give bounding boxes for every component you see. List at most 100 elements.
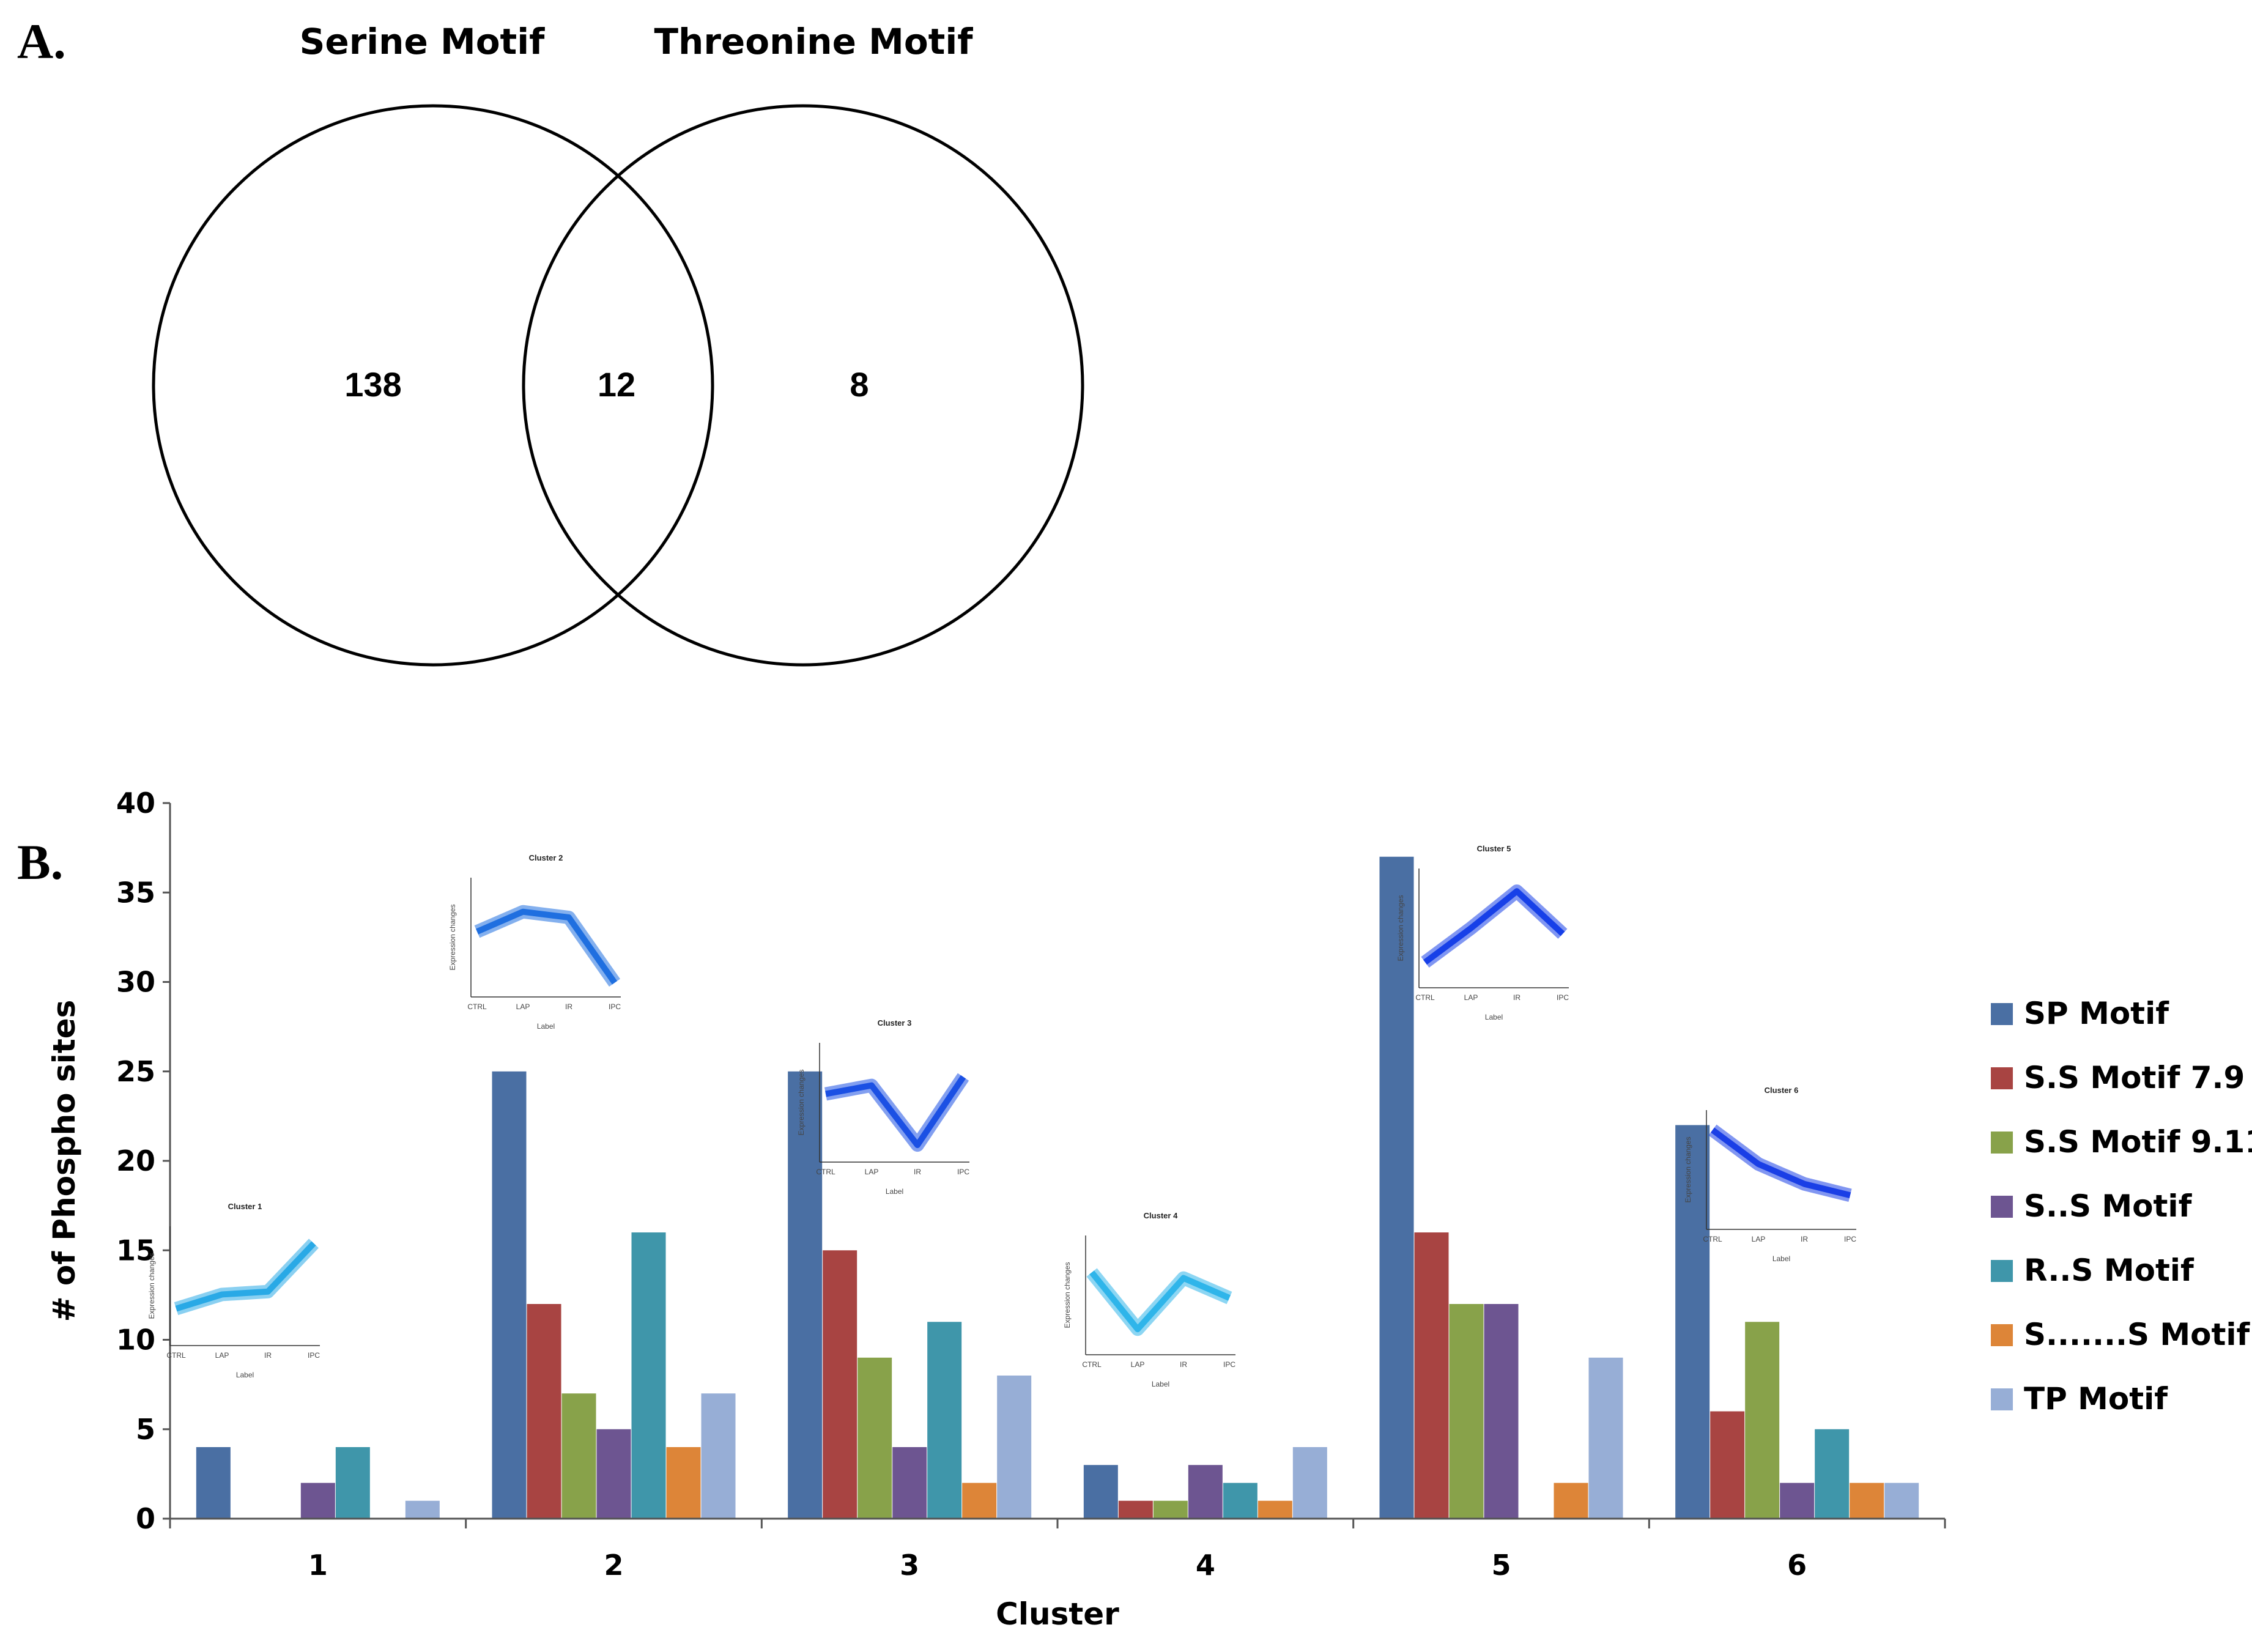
- x-tick-label: 3: [900, 1549, 919, 1582]
- venn-left-only-count: 138: [344, 365, 401, 404]
- legend-swatch: [1991, 1132, 2013, 1154]
- panel-a-label: A.: [17, 13, 66, 69]
- cluster-inset-3: Cluster 3 Expression changes CTRL LAP IR IPC L…: [797, 1018, 969, 1196]
- inset-x-tick: CTRL: [1082, 1360, 1102, 1369]
- legend-label: S.S Motif 7.9: [2024, 1060, 2245, 1095]
- x-tick-label: 1: [308, 1549, 328, 1582]
- legend-swatch: [1991, 1260, 2013, 1282]
- inset-y-label: Expression changes: [1396, 895, 1405, 961]
- y-axis-label: # of Phospho sites: [46, 1000, 82, 1322]
- bar-sp-motif-cluster-1: [196, 1447, 231, 1519]
- bar-r-s-motif-cluster-3: [927, 1322, 962, 1519]
- y-tick-label: 20: [116, 1144, 155, 1177]
- bar-s-s-motif-9-11-cluster-5: [1449, 1304, 1484, 1519]
- y-axis-ticks: 0 5 10 15 20 25 30 35 40: [116, 787, 170, 1535]
- legend: SP Motif S.S Motif 7.9 S.S Motif 9.11 S..S …: [1991, 996, 2252, 1417]
- bar-s-s-motif-cluster-6: [1780, 1483, 1815, 1519]
- bar-s-s-motif-9-11-cluster-4: [1153, 1500, 1188, 1519]
- inset-x-tick: LAP: [516, 1002, 530, 1011]
- cluster-inset-6: Cluster 6 Expression changes CTRL LAP IR IPC L…: [1684, 1086, 1856, 1263]
- bar-sp-motif-cluster-4: [1083, 1465, 1118, 1519]
- x-tick-label: 5: [1491, 1549, 1511, 1582]
- inset-x-tick: IPC: [1223, 1360, 1235, 1369]
- inset-x-tick: IPC: [1844, 1235, 1856, 1243]
- y-tick-label: 15: [116, 1234, 155, 1267]
- legend-swatch: [1991, 1003, 2013, 1025]
- bar-s-s-motif-7-9-cluster-2: [527, 1304, 561, 1519]
- bar-s-s-motif-cluster-2: [596, 1429, 631, 1519]
- bar-s-s-motif-9-11-cluster-2: [561, 1393, 596, 1519]
- inset-x-tick: LAP: [1752, 1235, 1766, 1243]
- inset-title: Cluster 6: [1765, 1086, 1799, 1095]
- bar-s-s-motif-9-11-cluster-6: [1745, 1322, 1780, 1519]
- inset-title: Cluster 2: [529, 853, 563, 862]
- inset-x-label: Label: [236, 1371, 254, 1379]
- inset-x-tick: IPC: [308, 1351, 320, 1360]
- legend-swatch: [1991, 1196, 2013, 1218]
- venn-overlap-count: 12: [598, 365, 635, 404]
- inset-x-tick: IPC: [609, 1002, 621, 1011]
- bar-r-s-motif-cluster-6: [1815, 1429, 1850, 1519]
- bar-tp-motif-cluster-3: [997, 1376, 1032, 1519]
- inset-x-tick: LAP: [1464, 993, 1478, 1002]
- inset-x-tick: CTRL: [1415, 993, 1435, 1002]
- bar-r-s-motif-cluster-2: [631, 1232, 666, 1519]
- x-axis-label: Cluster: [996, 1596, 1119, 1632]
- legend-swatch: [1991, 1324, 2013, 1346]
- x-tick-label: 2: [604, 1549, 623, 1582]
- bar-s-s-motif-cluster-1: [300, 1483, 335, 1519]
- y-tick-label: 30: [116, 966, 155, 999]
- inset-x-label: Label: [1152, 1380, 1169, 1388]
- venn-right-only-count: 8: [850, 365, 869, 404]
- venn-panel: A. Serine Motif Threonine Motif 138 12 8: [17, 13, 1084, 667]
- inset-profile-line: [825, 1075, 966, 1149]
- legend-swatch: [1991, 1067, 2013, 1089]
- inset-y-label: Expression changes: [797, 1069, 806, 1135]
- bar-sp-motif-cluster-2: [492, 1071, 527, 1519]
- y-tick-label: 0: [136, 1502, 155, 1535]
- bar-s-s-motif-cluster-2: [666, 1447, 701, 1519]
- bar-s-s-motif-cluster-5: [1554, 1483, 1588, 1519]
- inset-x-label: Label: [1772, 1254, 1790, 1263]
- legend-label: TP Motif: [2024, 1381, 2168, 1417]
- inset-x-tick: IPC: [1557, 993, 1569, 1002]
- inset-profile-line: [1089, 1270, 1231, 1333]
- y-tick-label: 5: [136, 1413, 155, 1446]
- bar-series: [196, 856, 1919, 1519]
- venn-left-circle: [152, 104, 714, 667]
- bar-tp-motif-cluster-4: [1292, 1447, 1327, 1519]
- bar-r-s-motif-cluster-4: [1223, 1483, 1257, 1519]
- bar-sp-motif-cluster-3: [788, 1071, 823, 1519]
- bar-sp-motif-cluster-5: [1379, 856, 1414, 1519]
- cluster-inset-4: Cluster 4 Expression changes CTRL LAP IR IPC L…: [1063, 1211, 1235, 1388]
- inset-x-tick: IR: [565, 1002, 572, 1011]
- inset-x-tick: CTRL: [166, 1351, 186, 1360]
- bar-sp-motif-cluster-6: [1675, 1125, 1710, 1519]
- cluster-insets: Cluster 1 Expression changes CTRL LAP IR IPC L…: [147, 844, 1856, 1388]
- inset-x-tick: LAP: [215, 1351, 229, 1360]
- legend-label: S.S Motif 9.11: [2024, 1124, 2252, 1160]
- inset-y-label: Expression changes: [1063, 1262, 1072, 1328]
- inset-x-tick: LAP: [865, 1168, 879, 1176]
- bar-s-s-motif-7-9-cluster-3: [823, 1250, 857, 1519]
- inset-x-tick: IR: [1513, 993, 1520, 1002]
- cluster-inset-5: Cluster 5 Expression changes CTRL LAP IR IPC L…: [1396, 844, 1569, 1021]
- legend-label: R..S Motif: [2024, 1253, 2195, 1288]
- bar-s-s-motif-cluster-4: [1257, 1500, 1292, 1519]
- bar-s-s-motif-9-11-cluster-3: [857, 1357, 892, 1519]
- bar-s-s-motif-7-9-cluster-5: [1414, 1232, 1449, 1519]
- cluster-inset-2: Cluster 2 Expression changes CTRL LAP IR IPC L…: [448, 853, 621, 1031]
- inset-x-tick: CTRL: [467, 1002, 487, 1011]
- inset-y-label: Expression changes: [147, 1253, 156, 1319]
- y-tick-label: 25: [116, 1055, 155, 1088]
- y-tick-label: 35: [116, 876, 155, 909]
- inset-y-label: Expression changes: [1684, 1136, 1692, 1202]
- axes: [169, 803, 1946, 1528]
- inset-profile-band: [1708, 1124, 1852, 1202]
- bar-tp-motif-cluster-5: [1588, 1357, 1623, 1519]
- cluster-inset-1: Cluster 1 Expression changes CTRL LAP IR IPC L…: [147, 1202, 320, 1379]
- bar-tp-motif-cluster-2: [701, 1393, 736, 1519]
- bar-s-s-motif-7-9-cluster-4: [1118, 1500, 1153, 1519]
- legend-swatch: [1991, 1388, 2013, 1410]
